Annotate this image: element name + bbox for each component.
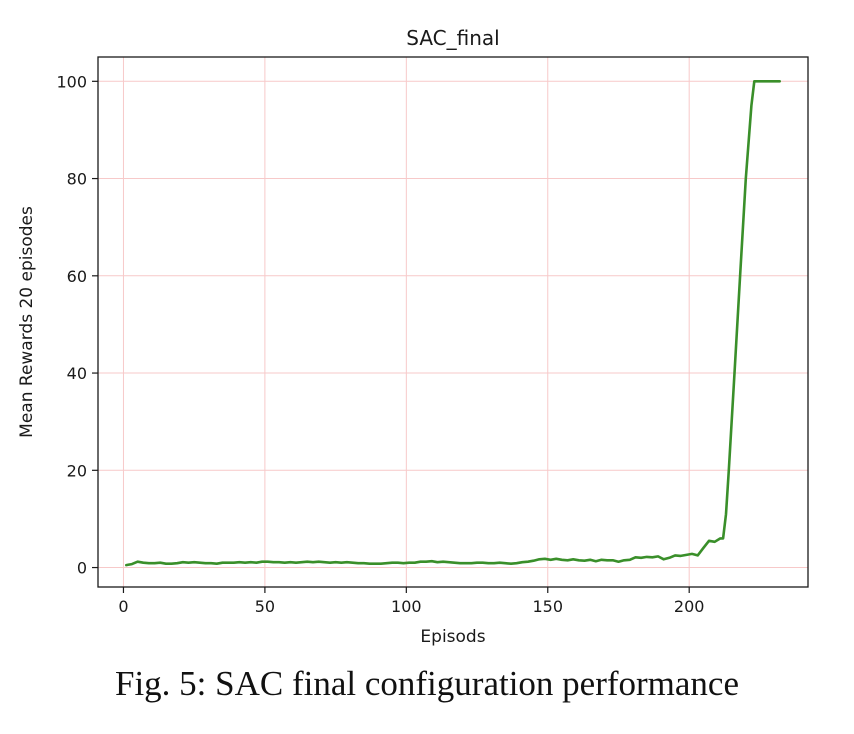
y-tick-label: 100 <box>56 72 87 91</box>
reward-series-line <box>125 80 782 567</box>
x-tick-label: 50 <box>255 597 275 616</box>
y-tick-label: 60 <box>67 267 87 286</box>
x-tick-label: 200 <box>674 597 705 616</box>
x-tick-label: 0 <box>118 597 128 616</box>
x-tick-label: 100 <box>391 597 422 616</box>
axis-ticks: 0 50 100 150 200 0 20 40 60 80 100 <box>56 72 704 616</box>
grid-lines <box>98 57 808 587</box>
y-axis-label: Mean Rewards 20 episodes <box>17 206 37 438</box>
y-tick-label: 80 <box>67 170 87 189</box>
y-tick-label: 40 <box>67 364 87 383</box>
figure-caption: Fig. 5: SAC final configuration performa… <box>114 664 740 703</box>
series-layer <box>125 80 782 567</box>
x-tick-label: 150 <box>532 597 563 616</box>
y-tick-label: 0 <box>77 559 87 578</box>
chart-title: SAC_final <box>406 26 499 50</box>
axes-frame <box>97 56 809 588</box>
y-tick-label: 20 <box>67 461 87 480</box>
x-axis-label: Episods <box>420 627 485 647</box>
